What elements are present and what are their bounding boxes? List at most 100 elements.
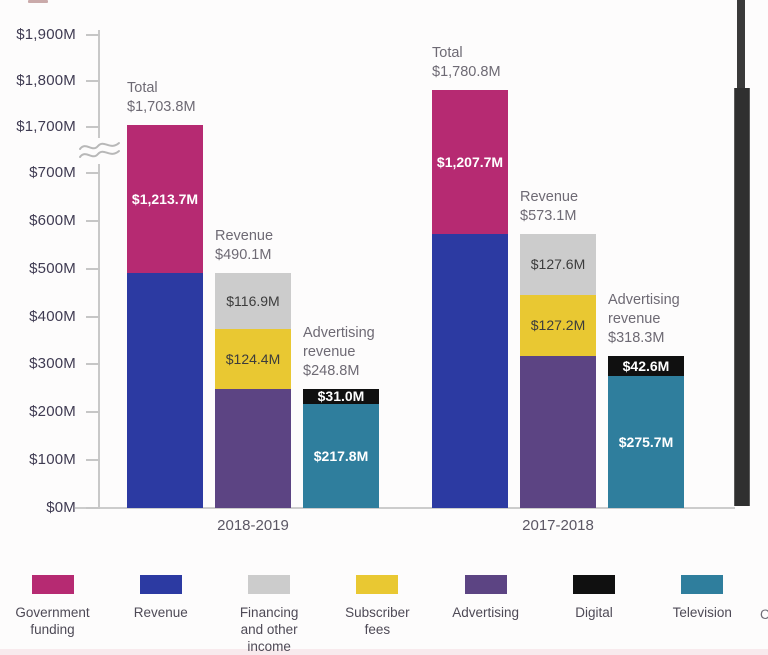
legend-label-line: Financing	[239, 605, 299, 620]
bar-segment-financing-and-other-income: $127.6M	[520, 233, 596, 295]
bar-annotation: Advertising revenue $248.8M	[303, 324, 375, 381]
bar-annotation: Advertising revenue $318.3M	[608, 291, 680, 348]
y-tick-mark	[86, 459, 100, 462]
y-tick-label: $1,700M	[16, 118, 76, 135]
legend-item-cutoff: C	[760, 607, 768, 622]
segment-value-label: $42.6M	[622, 357, 670, 374]
legend-label-government-funding: Government funding	[0, 604, 108, 638]
bar-annotation-line: Total	[432, 44, 463, 61]
segment-value-label: $124.4M	[225, 351, 281, 368]
bar-annotation-line: revenue	[303, 343, 356, 360]
bar-annotation-line: $248.8M	[303, 362, 360, 379]
bar-annotation-line: $318.3M	[608, 329, 665, 346]
bar-segment-digital: $42.6M	[608, 355, 684, 377]
bar-segment-television: $275.7M	[608, 376, 684, 508]
y-tick-mark	[86, 267, 100, 270]
legend-swatch-subscriber-fees	[356, 575, 399, 594]
legend-label-line: fees	[364, 622, 391, 637]
legend-label-line: Government	[15, 605, 90, 620]
bar-annotation-line: Revenue	[520, 188, 579, 205]
segment-value-label: $127.2M	[530, 317, 586, 334]
bar-segment-revenue	[432, 233, 508, 508]
bar-annotation-line: $1,703.8M	[127, 99, 196, 116]
y-tick-label: $600M	[29, 211, 76, 229]
legend-label-subscriber-fees: Subscriber fees	[322, 604, 432, 638]
bar-segment-financing-and-other-income: $116.9M	[215, 273, 291, 330]
axis-break-icon	[79, 138, 120, 164]
y-tick-mark	[86, 80, 100, 82]
bar-segment-advertising	[520, 355, 596, 508]
page-bottom-band	[0, 649, 768, 655]
scrollbar-thumb[interactable]	[734, 88, 750, 506]
bar-annotation-line: Advertising	[608, 291, 680, 308]
bar-annotation-line: revenue	[608, 310, 661, 327]
bar-annotation: Total $1,703.8M	[127, 79, 196, 117]
bar-segment-revenue	[127, 273, 203, 508]
bar-segment-subscriber-fees: $127.2M	[520, 294, 596, 356]
y-tick-label: $300M	[29, 355, 76, 373]
legend-label-advertising: Advertising	[431, 604, 541, 621]
legend-label-line: Television	[672, 605, 732, 620]
legend-label-television: Television	[647, 604, 757, 621]
legend-label-line: and other	[240, 622, 298, 637]
segment-value-label: $116.9M	[226, 293, 280, 310]
legend-label-line: income	[247, 639, 291, 654]
bar-annotation-line: Advertising	[303, 324, 375, 341]
bar-annotation-line: $573.1M	[520, 207, 577, 224]
y-tick-mark	[86, 126, 100, 128]
stacked-bar-chart: $1,900M $1,800M $1,700M $700M $600M $500M $400…	[16, 26, 735, 534]
y-tick-label: $400M	[29, 307, 76, 325]
page-edge-smudge	[28, 0, 48, 3]
x-category-label: 2017-2018	[522, 517, 594, 534]
y-tick-label: $1,800M	[16, 72, 76, 89]
segment-value-label: $1,207.7M	[436, 153, 504, 170]
segment-value-label: $217.8M	[313, 447, 369, 464]
x-axis-line	[75, 507, 735, 509]
y-tick-label: $100M	[29, 451, 76, 469]
x-category-label: 2018-2019	[217, 517, 289, 534]
y-tick-mark	[86, 363, 100, 366]
y-tick-mark	[86, 219, 100, 222]
bar-annotation: Total $1,780.8M	[432, 44, 501, 82]
legend-swatch-financing-and-other-income	[248, 575, 291, 594]
bar-annotation-line: $1,780.8M	[432, 63, 501, 80]
segment-value-label: $127.6M	[530, 256, 586, 273]
segment-value-label: $1,213.7M	[131, 191, 199, 208]
legend-swatch-digital	[573, 575, 615, 594]
bar-segment-government-funding: $1,213.7M	[127, 125, 203, 274]
bar-segment-digital: $31.0M	[303, 388, 379, 405]
legend-swatch-government-funding	[31, 575, 74, 594]
legend-swatch-advertising	[464, 575, 507, 594]
y-tick-mark	[86, 507, 100, 509]
y-tick-mark	[86, 34, 100, 36]
y-tick-mark	[86, 411, 100, 414]
legend-label-digital: Digital	[539, 604, 649, 621]
legend-label-line: Revenue	[133, 605, 188, 620]
y-tick-label: $500M	[29, 259, 76, 277]
bar-segment-subscriber-fees: $124.4M	[215, 329, 291, 389]
y-tick-mark	[86, 172, 100, 174]
y-tick-label: $700M	[29, 164, 76, 181]
segment-value-label: $31.0M	[317, 388, 365, 405]
legend-label-line: funding	[30, 622, 75, 637]
legend-label-revenue: Revenue	[106, 604, 216, 621]
bar-annotation-line: Total	[127, 80, 158, 97]
legend-label-line: Advertising	[452, 605, 520, 620]
bar-segment-government-funding: $1,207.7M	[432, 89, 508, 234]
legend-label-financing-and-other-income: Financing and other income	[214, 604, 324, 655]
segment-value-label: $275.7M	[618, 434, 674, 451]
bar-segment-television: $217.8M	[303, 403, 379, 508]
bar-segment-advertising	[215, 388, 291, 508]
legend-swatch-television	[681, 575, 724, 594]
y-tick-label: $200M	[29, 403, 76, 421]
legend-label-line: Digital	[575, 605, 613, 620]
legend-label-line: Subscriber	[345, 605, 410, 620]
y-tick-label: $1,900M	[16, 26, 76, 43]
bar-annotation-line: Revenue	[215, 228, 274, 245]
legend-swatch-revenue	[139, 575, 182, 594]
bar-annotation: Revenue $573.1M	[520, 188, 578, 226]
bar-annotation-line: $490.1M	[215, 247, 272, 264]
y-tick-label: $0M	[46, 499, 76, 516]
bar-annotation: Revenue $490.1M	[215, 227, 273, 265]
y-tick-mark	[86, 315, 100, 318]
